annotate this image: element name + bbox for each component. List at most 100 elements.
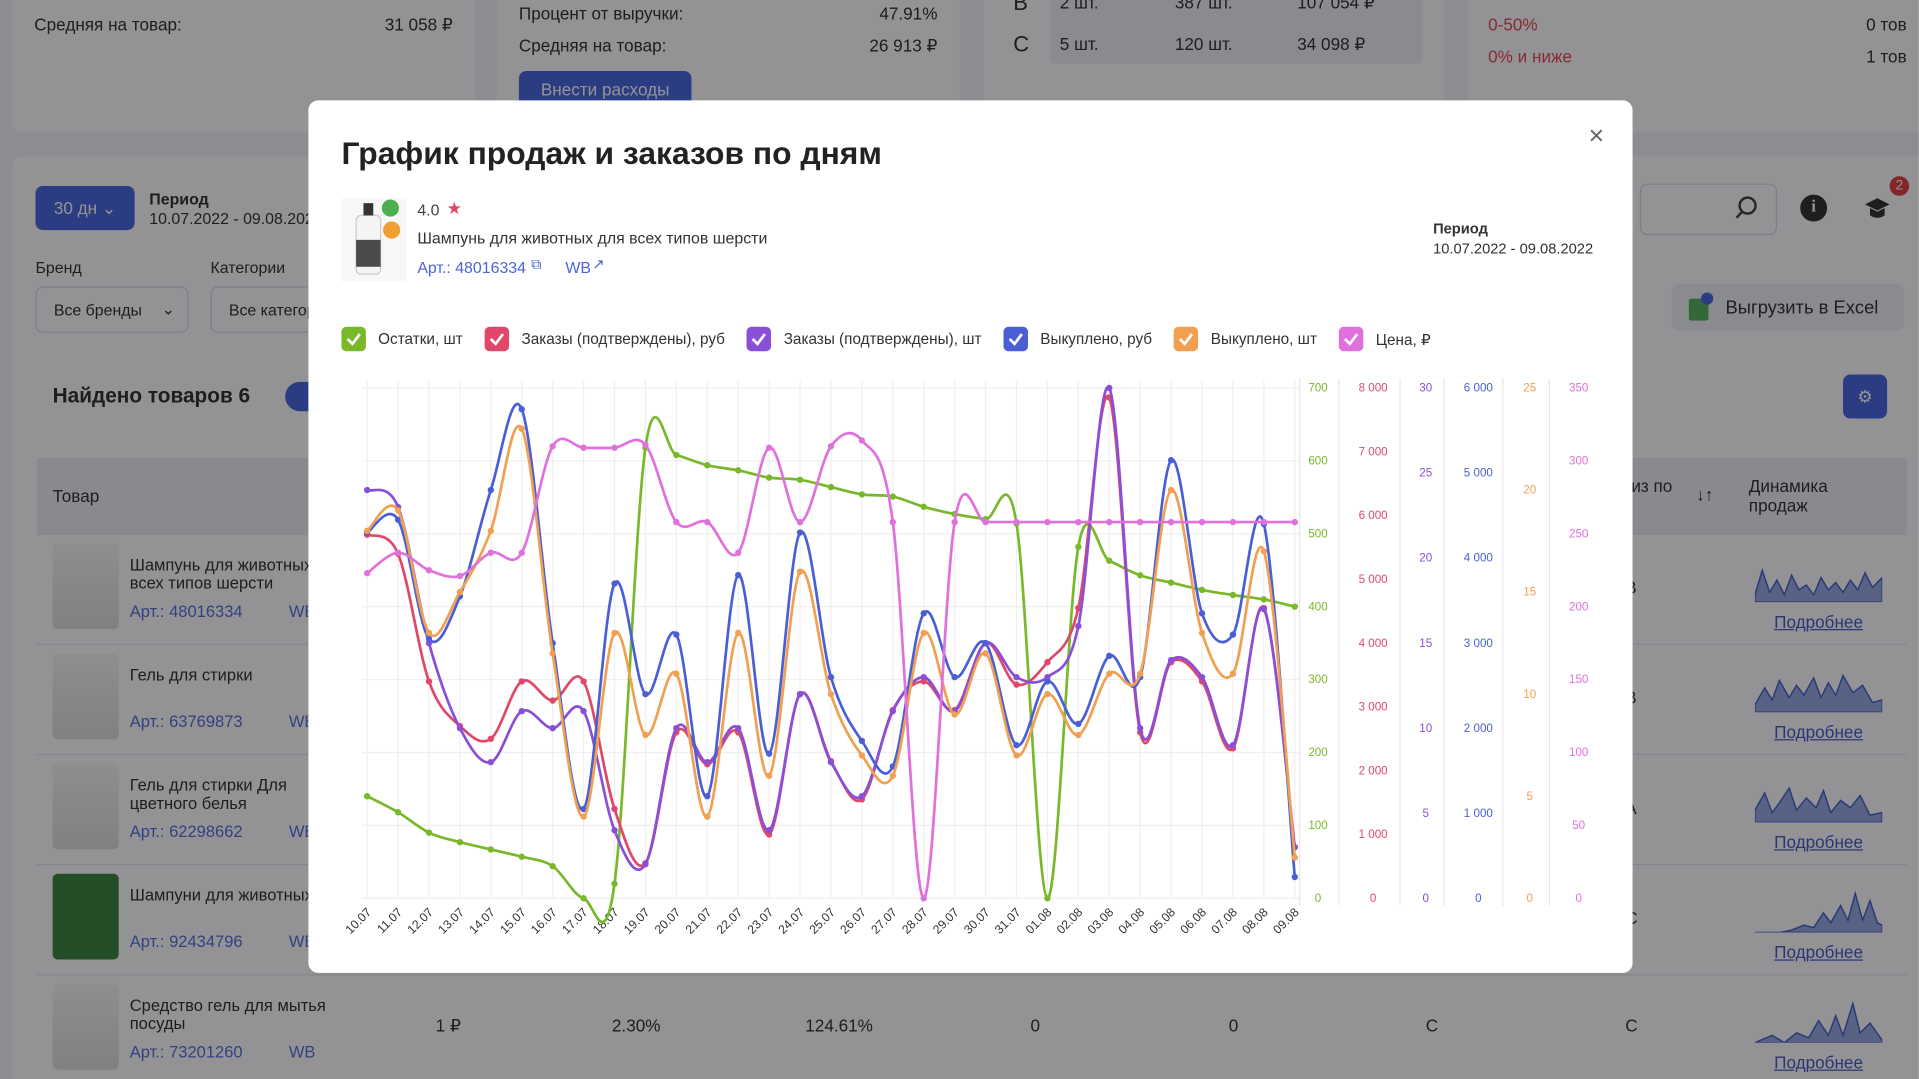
point (518, 406, 525, 413)
info-button[interactable]: i (1791, 186, 1836, 231)
article[interactable]: Арт.: 92434796 (129, 932, 243, 951)
y-tick-label: 10 (1523, 688, 1536, 701)
point (1106, 652, 1113, 660)
y-tick-label: 7 000 (1359, 445, 1388, 458)
point (704, 813, 711, 820)
article[interactable]: Арт.: 48016334 (129, 602, 243, 621)
sort-icon[interactable]: ↓↑ (1696, 484, 1714, 505)
legend-item[interactable]: Выкуплено, руб (1003, 326, 1152, 352)
abc-revenue: 107 054 ₽ (1297, 0, 1375, 13)
y-tick-label: 25 (1419, 467, 1432, 480)
legend-checkbox[interactable] (1003, 326, 1029, 352)
point (1167, 656, 1175, 664)
sparkline-area (1754, 673, 1883, 713)
wb-link[interactable]: WB (288, 1042, 316, 1062)
point (394, 549, 402, 556)
sparkline-area (1754, 890, 1883, 933)
point (1013, 518, 1020, 526)
x-tick-label: 12.07 (404, 905, 436, 937)
y-tick-label: 10 (1419, 722, 1432, 735)
legend-checkbox[interactable] (484, 326, 510, 352)
point (549, 443, 556, 450)
point (1291, 854, 1298, 861)
article[interactable]: Арт.: 63769873 (129, 712, 243, 731)
wb-link[interactable]: WB (565, 258, 592, 277)
point (487, 549, 495, 556)
legend-checkbox[interactable] (1174, 326, 1199, 352)
close-button[interactable]: × (1588, 119, 1605, 151)
export-button[interactable]: Выгрузить в Excel (1671, 283, 1905, 331)
check-mark (1008, 333, 1023, 346)
point (735, 467, 742, 474)
sparkline-area (1754, 786, 1883, 823)
point (827, 443, 835, 450)
product-thumb (52, 983, 119, 1070)
x-tick-label: 23.07 (745, 905, 777, 937)
legend-checkbox[interactable] (1338, 326, 1364, 352)
point (1260, 518, 1268, 526)
details-link[interactable]: Подробнее (1774, 832, 1863, 852)
point (611, 629, 618, 637)
point (796, 568, 804, 575)
point (363, 527, 371, 535)
cell: 0 (1030, 1015, 1040, 1036)
value: 31 058 ₽ (384, 14, 453, 35)
y-tick-label: 300 (1569, 455, 1588, 468)
y-tick-label: 2 000 (1359, 764, 1388, 777)
abc-revenue: 34 098 ₽ (1297, 34, 1366, 54)
y-tick-label: 250 (1569, 527, 1588, 540)
point (1044, 678, 1051, 685)
details-link[interactable]: Подробнее (1774, 1052, 1863, 1073)
point (673, 451, 680, 459)
series-line (366, 402, 1297, 878)
point (1291, 603, 1298, 610)
x-tick-label: 16.07 (528, 905, 560, 937)
point (487, 735, 495, 742)
value: 47.91% (879, 3, 938, 24)
y-tick-label: 5 000 (1464, 467, 1493, 480)
point (487, 527, 495, 535)
details-link[interactable]: Подробнее (1774, 942, 1863, 962)
x-tick-label: 20.07 (652, 905, 684, 937)
point (363, 569, 371, 577)
point (765, 772, 773, 779)
label: Средняя на товар: (518, 35, 667, 56)
legend-item[interactable]: Остатки, шт (341, 326, 463, 352)
copy-icon[interactable]: ⧉ (531, 255, 542, 273)
cell: C (1625, 1015, 1638, 1036)
article[interactable]: Арт.: 62298662 (129, 822, 243, 841)
settings-button[interactable]: ⚙ (1843, 374, 1888, 419)
legend-item[interactable]: Выкуплено, шт (1174, 326, 1317, 352)
point (1013, 741, 1020, 749)
days-button[interactable]: 30 дн ⌄ (35, 186, 135, 231)
brand: Все бренды (53, 300, 142, 319)
point (920, 629, 927, 637)
legend-item[interactable]: Заказы (подтверждены), руб (484, 326, 725, 352)
point (363, 793, 371, 800)
x-tick-label: 17.07 (559, 905, 591, 937)
point (796, 690, 804, 698)
chevron: ⌄ (161, 299, 176, 319)
article[interactable]: Арт.: 73201260 (129, 1042, 243, 1062)
point (425, 629, 433, 637)
point (1167, 457, 1175, 464)
brand-select[interactable]: Все бренды ⌄ (35, 286, 189, 333)
legend-checkbox[interactable] (746, 326, 772, 352)
point (1136, 572, 1144, 579)
details-link[interactable]: Подробнее (1774, 611, 1863, 632)
y-tick-label: 1 000 (1359, 828, 1388, 841)
point (735, 629, 742, 637)
search-icon[interactable] (1733, 195, 1760, 222)
product-name: Средство гель для мытья посуды (129, 996, 326, 1033)
header-cell: Товар (52, 485, 100, 506)
cell: C (1425, 1015, 1439, 1036)
legend-item[interactable]: Заказы (подтверждены), шт (746, 326, 982, 352)
x-tick-label: 22.07 (714, 905, 746, 937)
legend-checkbox[interactable] (341, 326, 366, 352)
article[interactable]: Арт.: 48016334 (417, 258, 527, 277)
legend-item[interactable]: Цена, ₽ (1338, 326, 1431, 352)
details-link[interactable]: Подробнее (1774, 722, 1863, 742)
y-tick-label: 3 000 (1359, 701, 1388, 714)
point (1136, 724, 1144, 732)
